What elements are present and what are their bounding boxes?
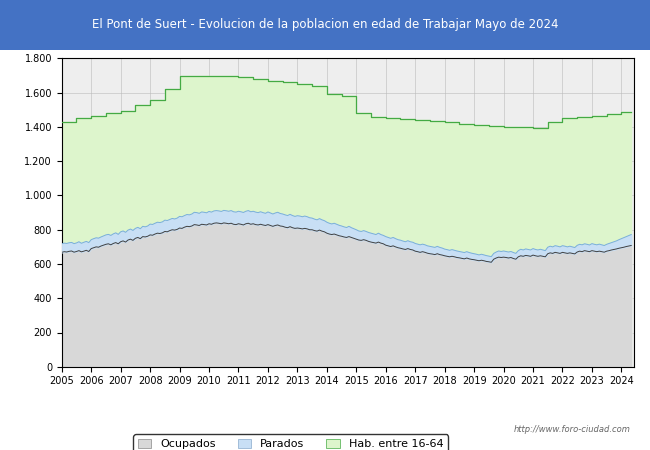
Text: El Pont de Suert - Evolucion de la poblacion en edad de Trabajar Mayo de 2024: El Pont de Suert - Evolucion de la pobla… — [92, 18, 558, 31]
Legend: Ocupados, Parados, Hab. entre 16-64: Ocupados, Parados, Hab. entre 16-64 — [133, 434, 448, 450]
Text: http://www.foro-ciudad.com: http://www.foro-ciudad.com — [514, 425, 630, 434]
